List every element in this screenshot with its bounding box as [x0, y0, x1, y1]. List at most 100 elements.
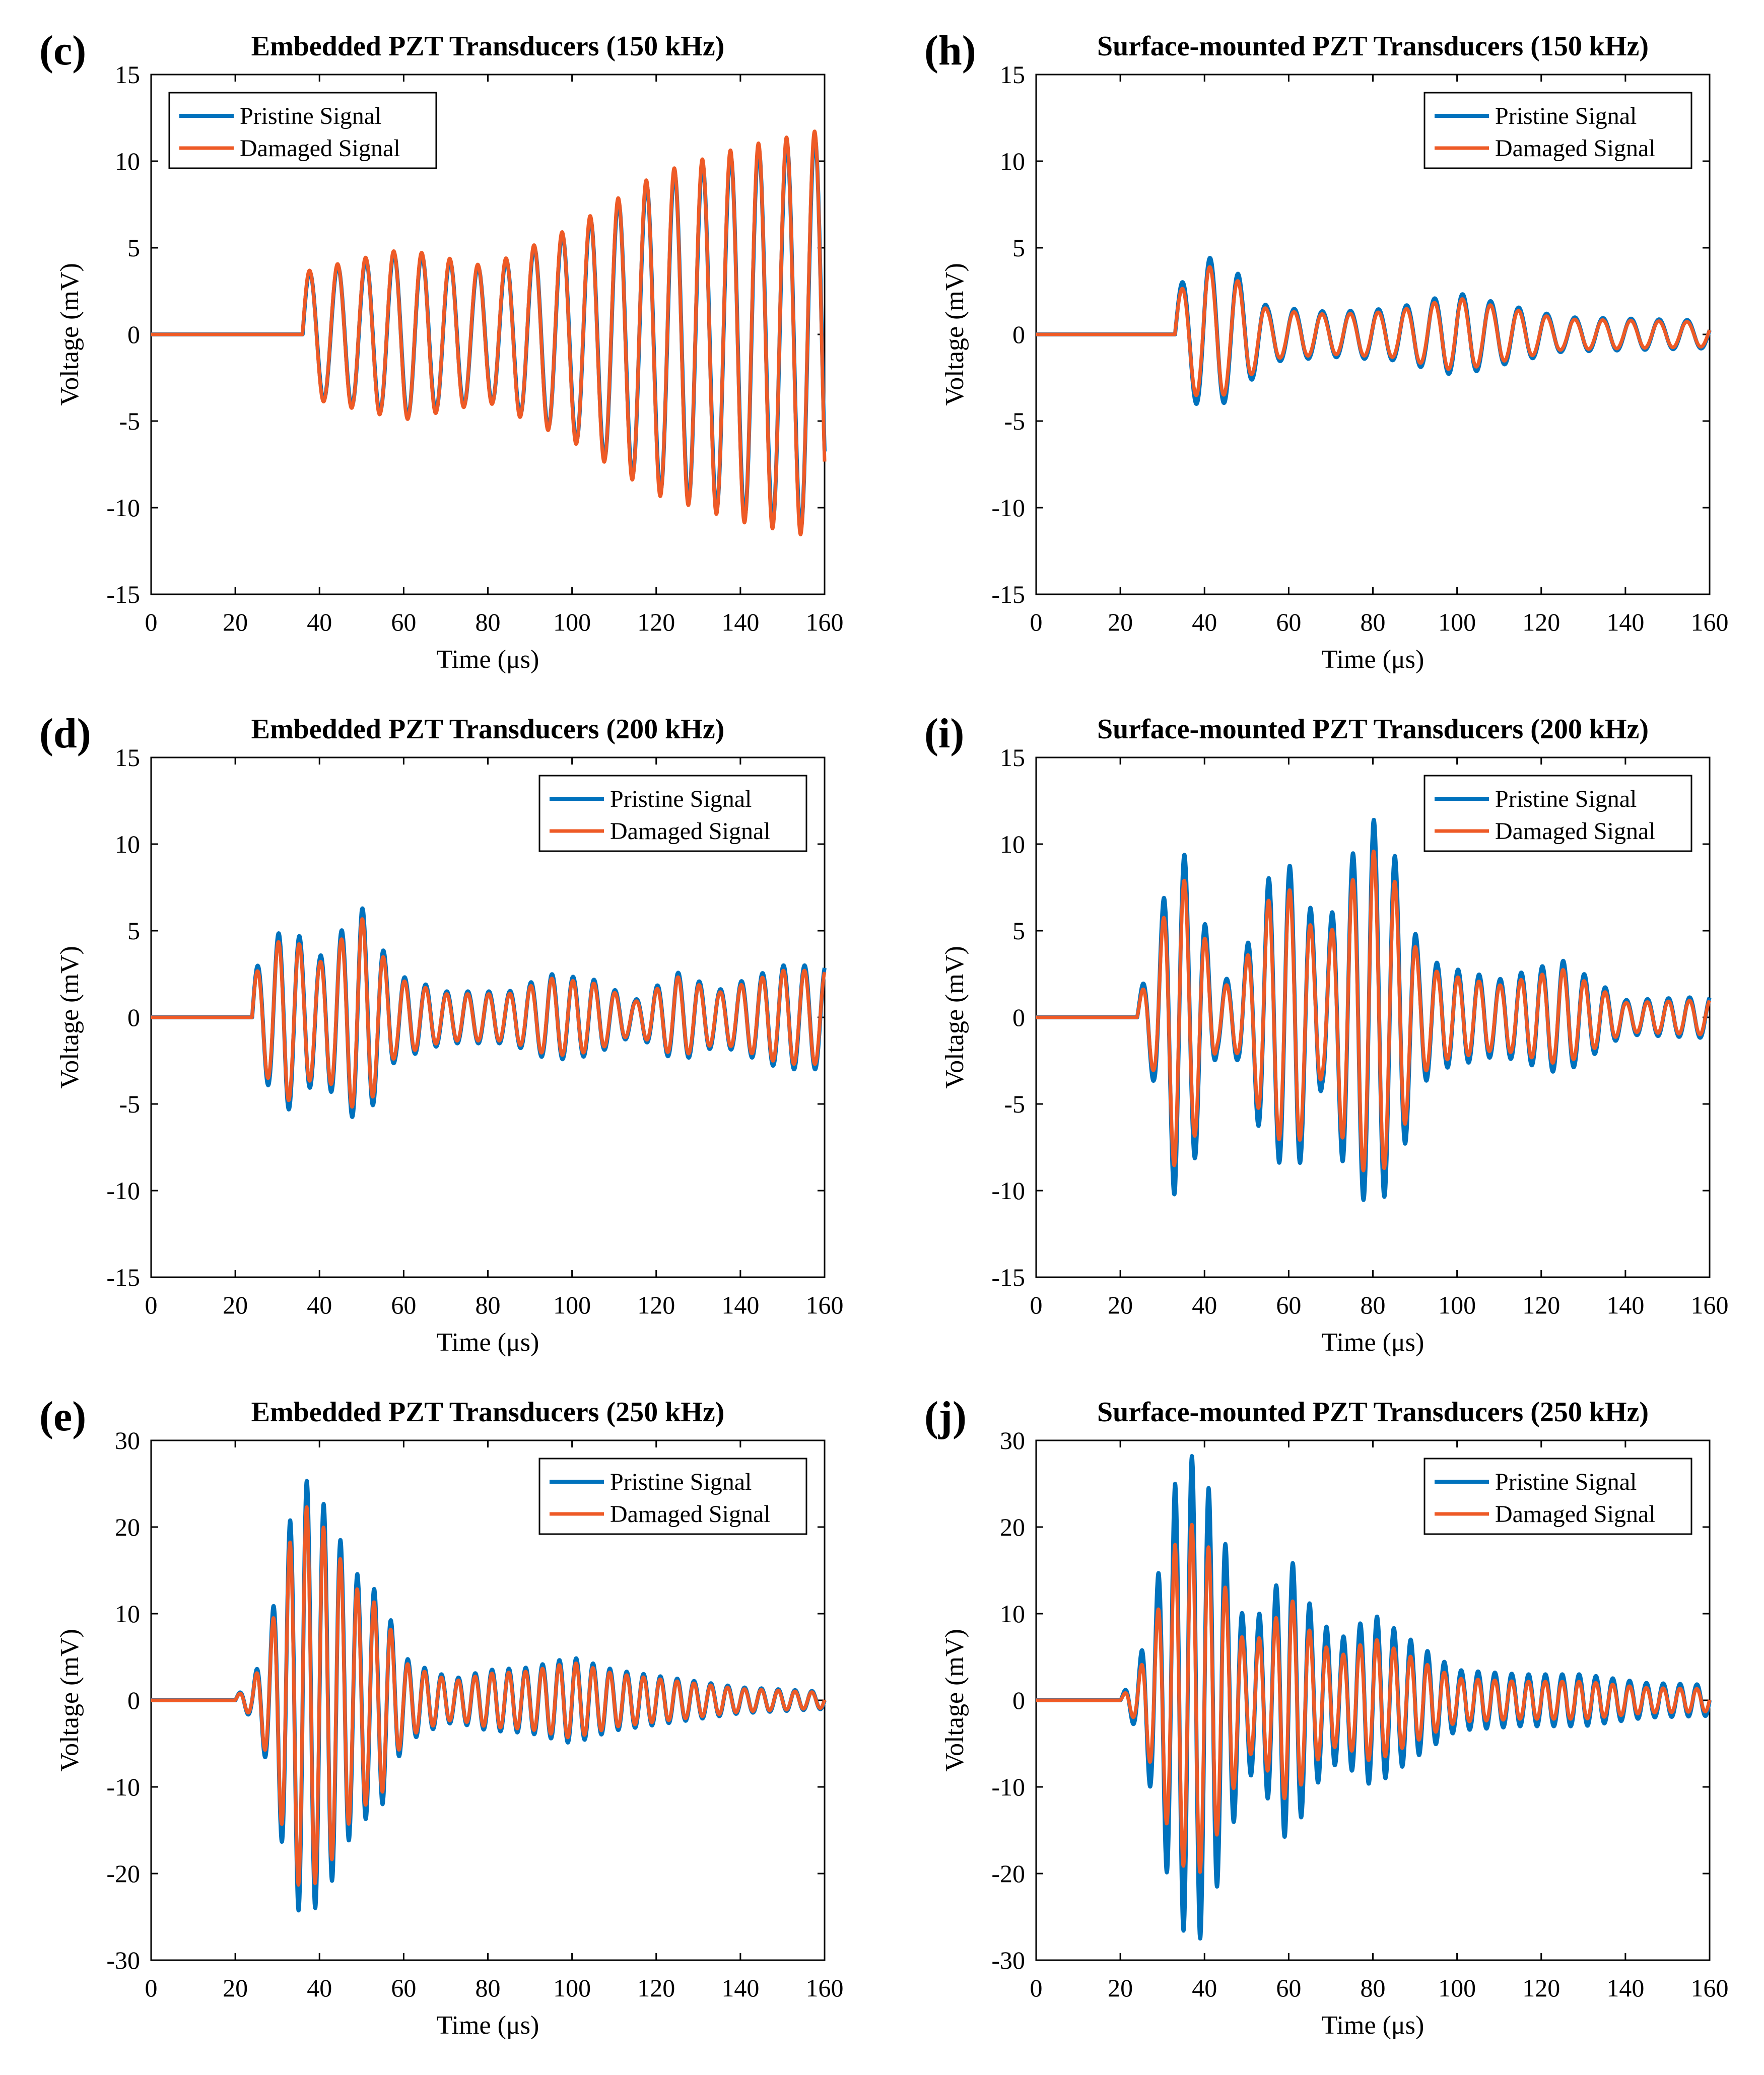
y-tick-label: -15	[106, 580, 140, 608]
x-tick-label: 80	[1361, 1974, 1386, 2002]
panel-letter: (h)	[924, 27, 976, 74]
x-tick-label: 100	[553, 608, 591, 636]
panel-title: Surface-mounted PZT Transducers (250 kHz…	[1097, 1397, 1649, 1428]
y-tick-label: 20	[1000, 1513, 1025, 1541]
panel-e: 0 20 40 60 80 100 120 140 1603020100-10-20-30Tim…	[39, 1393, 844, 2040]
x-tick-label: 60	[391, 608, 416, 636]
y-tick-label: 5	[1012, 234, 1025, 262]
x-tick-label: 0	[145, 608, 158, 636]
y-axis-label: Voltage (mV)	[55, 946, 84, 1089]
legend-label-damaged: Damaged Signal	[240, 135, 400, 162]
y-tick-label: 0	[127, 1686, 140, 1714]
legend-label-damaged: Damaged Signal	[1495, 135, 1656, 162]
x-tick-label: 0	[145, 1291, 158, 1319]
x-tick-label: 120	[637, 608, 675, 636]
panel-c: 0 20 40 60 80 100 120 140 160 15 10 5 0 -5 -10 -15 Time …	[39, 27, 844, 674]
x-tick-label: 140	[1606, 1291, 1644, 1319]
x-tick-label: 120	[1522, 608, 1560, 636]
panel-title: Surface-mounted PZT Transducers (150 kHz…	[1097, 31, 1649, 62]
y-tick-label: 30	[1000, 1426, 1025, 1455]
y-tick-label: 10	[1000, 1600, 1025, 1628]
x-axis-label: Time (μs)	[437, 2011, 539, 2040]
legend-box	[1423, 775, 1692, 852]
legend-label-pristine: Pristine Signal	[1495, 786, 1637, 812]
y-axis-label: Voltage (mV)	[55, 263, 84, 406]
panel-title: Embedded PZT Transducers (150 kHz)	[251, 31, 725, 62]
x-tick-label: 40	[307, 608, 332, 636]
legend: Pristine Signal Damaged Signal	[538, 1458, 807, 1535]
y-tick-label: 0	[1012, 1003, 1025, 1031]
panel-letter: (d)	[39, 710, 91, 757]
x-tick-label: 140	[721, 608, 759, 636]
x-tick-label: 80	[476, 1291, 501, 1319]
panel-title: Surface-mounted PZT Transducers (200 kHz…	[1097, 714, 1649, 745]
panel-title: Embedded PZT Transducers (200 kHz)	[251, 714, 725, 745]
y-tick-label: -10	[106, 494, 140, 522]
y-tick-label: -5	[1004, 1090, 1025, 1118]
legend: Pristine Signal Damaged Signal	[1423, 775, 1692, 852]
y-tick-label: -30	[106, 1946, 140, 1974]
x-axis-label: Time (μs)	[437, 645, 539, 674]
y-tick-label: 10	[115, 1600, 140, 1628]
x-tick-label: 80	[476, 608, 501, 636]
y-tick-label: -5	[1004, 407, 1025, 435]
y-tick-label: -15	[106, 1263, 140, 1291]
damaged-signal-line	[1034, 265, 1712, 397]
x-tick-label: 160	[1691, 1291, 1729, 1319]
y-tick-label: -15	[991, 1263, 1025, 1291]
x-tick-label: 140	[1606, 608, 1644, 636]
x-tick-label: 160	[806, 1291, 844, 1319]
x-tick-label: 20	[1108, 608, 1133, 636]
x-tick-label: 120	[1522, 1291, 1560, 1319]
panel-letter: (i)	[924, 710, 964, 757]
y-tick-label: 15	[1000, 60, 1025, 89]
legend: Pristine Signal Damaged Signal	[538, 775, 807, 852]
x-tick-label: 100	[553, 1291, 591, 1319]
panel-i: 0 20 40 60 80 100 120 140 160 15 10 5 0 -5 -10 -15 Time …	[924, 710, 1729, 1357]
y-tick-label: 0	[1012, 1686, 1025, 1714]
panel-letter: (j)	[924, 1393, 967, 1440]
damaged-signal-line	[149, 129, 827, 536]
legend: Pristine Signal Damaged Signal	[1423, 1458, 1692, 1535]
y-tick-label: -10	[991, 494, 1025, 522]
y-tick-label: 10	[115, 830, 140, 858]
legend-label-damaged: Damaged Signal	[610, 1501, 771, 1528]
legend: Pristine Signal Damaged Signal	[1423, 92, 1692, 169]
y-tick-label: 5	[127, 917, 140, 945]
panel-h: 0 20 40 60 80 100 120 140 160 15 10 5 0 -5 -10 -15 Time …	[924, 27, 1729, 674]
x-tick-label: 140	[721, 1974, 759, 2002]
y-tick-label: -20	[106, 1859, 140, 1888]
legend-label-damaged: Damaged Signal	[1495, 818, 1656, 845]
legend-label-pristine: Pristine Signal	[610, 1469, 752, 1495]
x-tick-label: 60	[1276, 1974, 1301, 2002]
legend-box	[168, 92, 437, 169]
legend-label-pristine: Pristine Signal	[1495, 103, 1637, 129]
legend: Pristine Signal Damaged Signal	[168, 92, 437, 169]
panel-j: 0 20 40 60 80 100 120 140 1603020100-10-20-30Tim…	[924, 1393, 1729, 2040]
damaged-signal-line	[1034, 849, 1712, 1172]
x-tick-label: 160	[806, 608, 844, 636]
legend-box	[1423, 1458, 1692, 1535]
x-tick-label: 100	[1438, 1291, 1476, 1319]
x-axis-label: Time (μs)	[1322, 645, 1424, 674]
legend-label-pristine: Pristine Signal	[1495, 1469, 1637, 1495]
x-tick-label: 80	[1361, 608, 1386, 636]
y-tick-label: -10	[991, 1773, 1025, 1801]
x-tick-label: 80	[1361, 1291, 1386, 1319]
x-tick-label: 60	[391, 1291, 416, 1319]
y-tick-label: 0	[1012, 320, 1025, 349]
y-axis-label: Voltage (mV)	[55, 1629, 84, 1772]
x-tick-label: 0	[1030, 1291, 1043, 1319]
x-tick-label: 40	[307, 1291, 332, 1319]
legend-label-pristine: Pristine Signal	[240, 103, 381, 129]
x-tick-label: 140	[1606, 1974, 1644, 2002]
x-tick-label: 0	[1030, 1974, 1043, 2002]
x-tick-label: 80	[476, 1974, 501, 2002]
x-axis-label: Time (μs)	[1322, 1328, 1424, 1357]
y-tick-label: 0	[127, 320, 140, 349]
panel-letter: (e)	[39, 1393, 86, 1440]
legend-box	[538, 1458, 807, 1535]
x-tick-label: 120	[637, 1291, 675, 1319]
legend-box	[538, 775, 807, 852]
x-tick-label: 120	[1522, 1974, 1560, 2002]
